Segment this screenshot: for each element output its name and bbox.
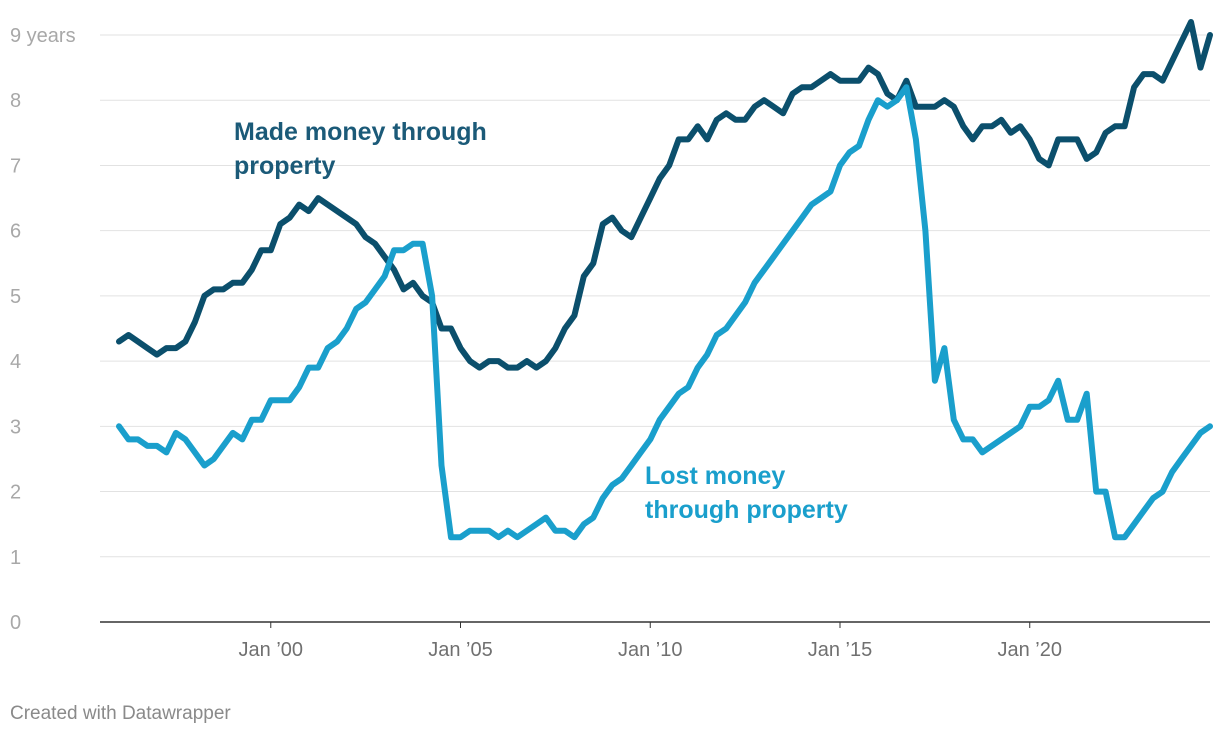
x-axis-ticks: Jan ’00 Jan ’05 Jan ’10 Jan ’15 Jan ’20: [239, 622, 1062, 661]
annotation-lost-money: Lost money through property: [645, 462, 848, 524]
y-tick-label: 2: [10, 482, 21, 504]
y-tick-label: 7: [10, 155, 21, 177]
gridlines: [100, 34, 1210, 558]
series-line-made-money: [116, 19, 1213, 371]
x-tick-label: Jan ’00: [239, 639, 304, 661]
x-tick-label: Jan ’10: [618, 639, 683, 661]
y-tick-label: 0: [10, 612, 21, 634]
y-tick-label: 5: [10, 286, 21, 308]
y-tick-label: 9 years: [10, 25, 76, 47]
annotation-made-money: Made money through property: [234, 118, 494, 180]
annotation-lost-line2: through property: [645, 496, 848, 524]
series-lines: [116, 19, 1213, 541]
annotation-lost-line1: Lost money: [645, 462, 785, 490]
annotation-made-line1: Made money through: [234, 118, 487, 146]
x-tick-label: Jan ’15: [808, 639, 873, 661]
y-tick-label: 1: [10, 547, 21, 569]
y-tick-label: 3: [10, 416, 21, 438]
y-tick-label: 8: [10, 90, 21, 112]
series-line-lost-money: [116, 84, 1213, 541]
x-tick-label: Jan ’05: [428, 639, 493, 661]
footer-credit: Created with Datawrapper: [10, 703, 231, 724]
x-tick-label: Jan ’20: [997, 639, 1062, 661]
y-tick-label: 4: [10, 351, 21, 373]
annotation-made-line2: property: [234, 152, 336, 180]
y-axis-ticks: 0 1 2 3 4 5 6 7 8 9 years: [10, 25, 76, 634]
y-tick-label: 6: [10, 221, 21, 243]
